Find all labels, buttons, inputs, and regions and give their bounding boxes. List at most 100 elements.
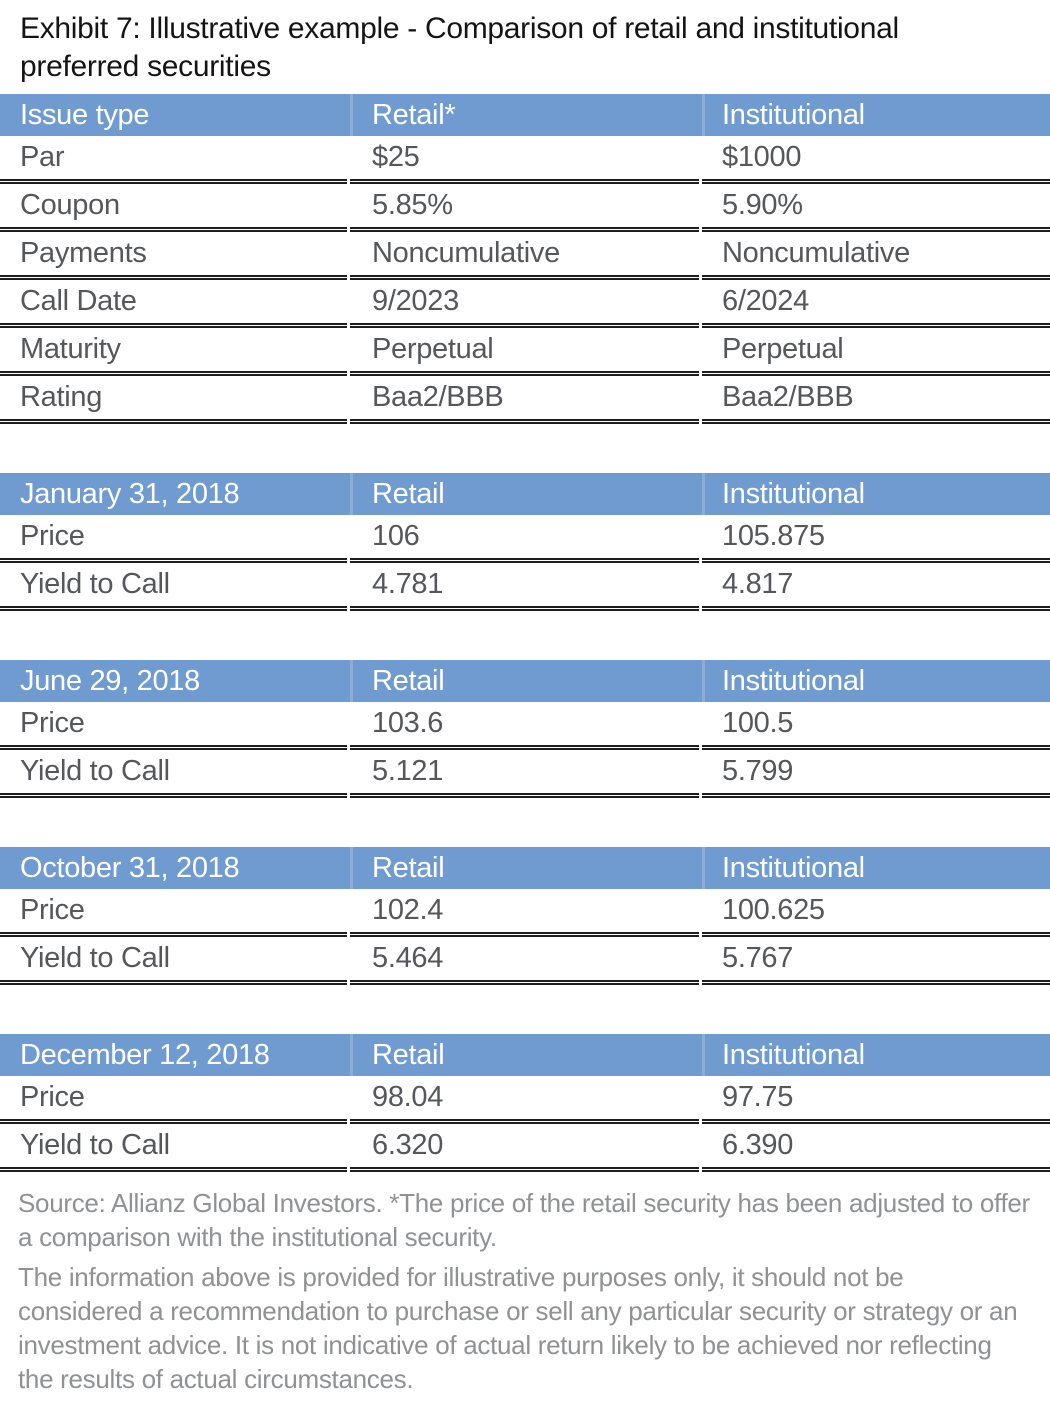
row-divider [0, 227, 1050, 232]
retail-value: 9/2023 [372, 285, 459, 317]
retail-value: 103.6 [372, 707, 444, 739]
table-bottom-rule [0, 1167, 1050, 1172]
header-retail: Retail* [350, 94, 702, 136]
table-row-call-date: Call Date 9/2023 6/2024 [0, 280, 1050, 323]
row-divider [0, 1119, 1050, 1124]
row-divider [0, 745, 1050, 750]
row-label: Price [20, 1081, 85, 1113]
row-label: Call Date [20, 285, 137, 317]
retail-value: 102.4 [372, 894, 444, 926]
row-label: Yield to Call [20, 942, 170, 974]
institutional-value: 97.75 [722, 1081, 794, 1113]
table-row-price: Price 103.6 100.5 [0, 702, 1050, 745]
header-institutional: Institutional [702, 847, 1050, 889]
retail-value: 5.85% [372, 189, 453, 221]
table-row-yield: Yield to Call 5.464 5.767 [0, 937, 1050, 980]
institutional-value: 100.5 [722, 707, 794, 739]
row-label: Rating [20, 381, 103, 413]
december-12-2018-table: December 12, 2018 Retail Institutional P… [0, 1034, 1050, 1172]
retail-value: 4.781 [372, 568, 444, 600]
header-issue-type: Issue type [20, 99, 150, 131]
header-institutional: Institutional [702, 473, 1050, 515]
source-note: Source: Allianz Global Investors. *The p… [18, 1188, 1030, 1252]
retail-value: 98.04 [372, 1081, 444, 1113]
row-label: Price [20, 894, 85, 926]
header-date: December 12, 2018 [20, 1039, 270, 1071]
retail-value: Noncumulative [372, 237, 560, 269]
row-divider [0, 275, 1050, 280]
retail-value: $25 [372, 141, 420, 173]
header-retail: Retail [350, 1034, 702, 1076]
table-row-price: Price 102.4 100.625 [0, 889, 1050, 932]
row-divider [0, 323, 1050, 328]
table-row-price: Price 98.04 97.75 [0, 1076, 1050, 1119]
row-divider [0, 558, 1050, 563]
retail-value: 5.464 [372, 942, 444, 974]
retail-value: 6.320 [372, 1129, 444, 1161]
row-divider [0, 179, 1050, 184]
institutional-value: 6/2024 [722, 285, 809, 317]
header-date: January 31, 2018 [20, 478, 240, 510]
table-row-yield: Yield to Call 6.320 6.390 [0, 1124, 1050, 1167]
header-institutional: Institutional [702, 94, 1050, 136]
institutional-value: 100.625 [722, 894, 825, 926]
table-row-yield: Yield to Call 4.781 4.817 [0, 563, 1050, 606]
page-title: Exhibit 7: Illustrative example - Compar… [20, 12, 899, 83]
table-row-payments: Payments Noncumulative Noncumulative [0, 232, 1050, 275]
table-row-coupon: Coupon 5.85% 5.90% [0, 184, 1050, 227]
june-29-2018-table: June 29, 2018 Retail Institutional Price… [0, 660, 1050, 798]
table-bottom-rule [0, 793, 1050, 798]
footnotes: Source: Allianz Global Investors. *The p… [18, 1186, 1032, 1396]
table-row-maturity: Maturity Perpetual Perpetual [0, 328, 1050, 371]
institutional-value: $1000 [722, 141, 802, 173]
retail-value: Perpetual [372, 333, 494, 365]
row-label: Coupon [20, 189, 120, 221]
issue-type-table: Issue type Retail* Institutional Par $25… [0, 94, 1050, 424]
retail-value: Baa2/BBB [372, 381, 504, 413]
row-label: Yield to Call [20, 1129, 170, 1161]
disclaimer-text: The information above is provided for il… [18, 1262, 1018, 1394]
header-date: June 29, 2018 [20, 665, 200, 697]
row-divider [0, 932, 1050, 937]
institutional-value: 6.390 [722, 1129, 794, 1161]
table-header-row: Issue type Retail* Institutional [0, 94, 1050, 136]
table-row-rating: Rating Baa2/BBB Baa2/BBB [0, 376, 1050, 419]
row-label: Price [20, 707, 85, 739]
header-retail: Retail [350, 473, 702, 515]
institutional-value: 5.90% [722, 189, 803, 221]
institutional-value: Noncumulative [722, 237, 910, 269]
jan-31-2018-table: January 31, 2018 Retail Institutional Pr… [0, 473, 1050, 611]
institutional-value: 105.875 [722, 520, 825, 552]
table-bottom-rule [0, 419, 1050, 424]
row-label: Price [20, 520, 85, 552]
row-divider [0, 371, 1050, 376]
october-31-2018-table: October 31, 2018 Retail Institutional Pr… [0, 847, 1050, 985]
table-row-yield: Yield to Call 5.121 5.799 [0, 750, 1050, 793]
institutional-value: Baa2/BBB [722, 381, 854, 413]
table-header-row: January 31, 2018 Retail Institutional [0, 473, 1050, 515]
retail-value: 5.121 [372, 755, 444, 787]
row-label: Maturity [20, 333, 121, 365]
table-bottom-rule [0, 980, 1050, 985]
institutional-value: 5.799 [722, 755, 794, 787]
header-date: October 31, 2018 [20, 852, 240, 884]
table-row-par: Par $25 $1000 [0, 136, 1050, 179]
header-retail: Retail [350, 847, 702, 889]
table-header-row: October 31, 2018 Retail Institutional [0, 847, 1050, 889]
institutional-value: 4.817 [722, 568, 794, 600]
header-retail: Retail [350, 660, 702, 702]
header-institutional: Institutional [702, 1034, 1050, 1076]
retail-value: 106 [372, 520, 420, 552]
table-header-row: June 29, 2018 Retail Institutional [0, 660, 1050, 702]
row-label: Par [20, 141, 65, 173]
row-label: Yield to Call [20, 568, 170, 600]
institutional-value: Perpetual [722, 333, 844, 365]
table-row-price: Price 106 105.875 [0, 515, 1050, 558]
row-label: Yield to Call [20, 755, 170, 787]
table-header-row: December 12, 2018 Retail Institutional [0, 1034, 1050, 1076]
header-institutional: Institutional [702, 660, 1050, 702]
row-label: Payments [20, 237, 147, 269]
table-bottom-rule [0, 606, 1050, 611]
institutional-value: 5.767 [722, 942, 794, 974]
